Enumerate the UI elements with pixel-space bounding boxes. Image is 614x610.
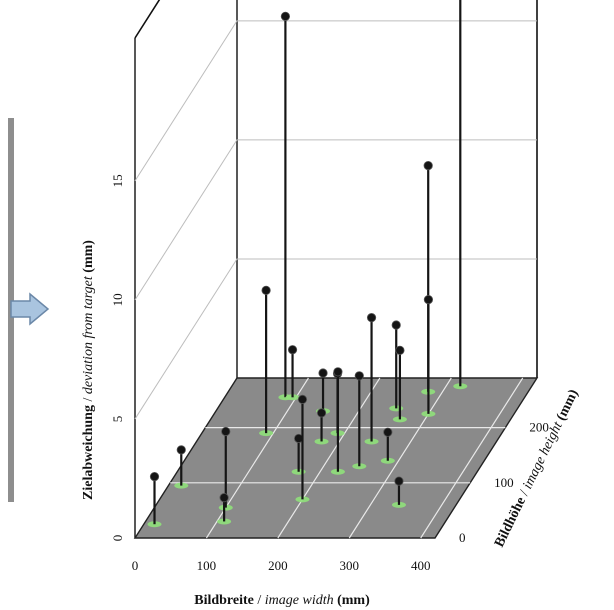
point-marker	[149, 471, 160, 482]
point-marker	[366, 313, 377, 323]
y-tick-label: 100	[494, 475, 514, 490]
chart-axes: 0 5 10 15 0 100 200 300 400 0 100 200 Bildbreite / i…	[81, 174, 582, 608]
point-marker	[316, 408, 327, 418]
point-marker	[219, 493, 229, 503]
point-marker	[423, 161, 433, 171]
data-points	[147, 0, 468, 528]
floor-gridline-x	[348, 377, 452, 539]
point-marker	[354, 371, 364, 381]
point-marker	[395, 345, 405, 355]
z-axis-title: Zielabweichung / deviation from target (…	[81, 240, 96, 500]
floor-gridline-x	[277, 377, 381, 539]
z-tick-label: 0	[110, 535, 125, 542]
y-tick-label: 0	[459, 530, 466, 545]
point-marker	[176, 445, 186, 455]
z-gridline	[134, 139, 537, 301]
point-marker	[333, 367, 343, 377]
point-marker	[261, 285, 271, 295]
wall-frame	[134, 0, 538, 378]
point-marker	[280, 11, 291, 21]
z-gridline	[134, 20, 537, 182]
point-marker	[318, 368, 328, 378]
floor-gridline-x	[420, 377, 524, 539]
right-arrow-icon	[10, 292, 50, 326]
x-axis-title: Bildbreite / image width (mm)	[194, 593, 370, 608]
y-tick-label: 200	[529, 420, 549, 435]
x-tick-label: 400	[411, 558, 431, 573]
z-tick-label: 10	[110, 293, 125, 306]
x-tick-label: 300	[340, 558, 360, 573]
floor-plane	[133, 377, 539, 539]
point-marker	[423, 294, 434, 305]
x-tick-label: 100	[197, 558, 217, 573]
z-tick-label: 15	[110, 174, 125, 187]
point-marker	[221, 426, 231, 437]
point-marker	[394, 476, 404, 486]
x-tick-label: 0	[132, 558, 139, 573]
point-marker	[297, 394, 308, 404]
point-marker	[383, 427, 393, 437]
z-tick-label: 5	[110, 416, 125, 423]
chart-walls	[134, 0, 538, 538]
point-marker	[287, 345, 298, 355]
z-gridline	[134, 258, 537, 420]
point-marker	[391, 320, 401, 330]
back-wall	[237, 0, 537, 378]
chart-floor	[133, 377, 539, 539]
x-tick-label: 200	[268, 558, 288, 573]
